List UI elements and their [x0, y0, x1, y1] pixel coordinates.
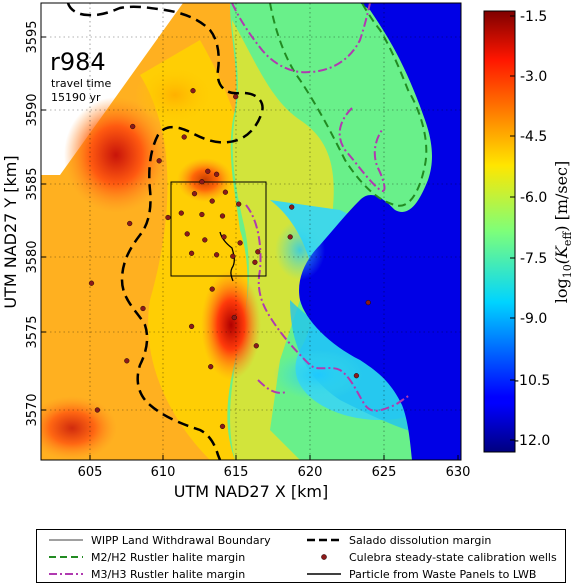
calibration-well — [221, 234, 227, 240]
calibration-well — [289, 204, 295, 210]
calibration-well — [209, 198, 215, 204]
calibration-well — [231, 314, 237, 321]
calibration-well — [236, 201, 242, 207]
calibration-well — [140, 305, 146, 312]
travel-time-label: travel time — [51, 77, 111, 90]
legend-item-wipp-boundary: WIPP Land Withdrawal Boundary — [49, 531, 271, 549]
legend-label: WIPP Land Withdrawal Boundary — [91, 533, 271, 547]
calibration-well — [230, 253, 236, 259]
calibration-well — [130, 123, 136, 130]
y-tick-label: 3585 — [25, 167, 40, 200]
colorbar-tick: -1.5 — [520, 9, 547, 25]
calibration-well — [219, 423, 226, 430]
calibration-well — [190, 88, 196, 94]
calibration-well — [214, 171, 220, 177]
wipp-land-withdrawal-boundary — [170, 181, 267, 277]
calibration-well — [253, 343, 259, 349]
colorbar-title: log10(Keff) [m/sec] — [552, 161, 574, 304]
y-tick-label: 3590 — [25, 93, 40, 126]
calibration-well — [199, 211, 205, 218]
legend-label: M3/H3 Rustler halite margin — [91, 567, 246, 581]
calibration-well — [199, 179, 205, 185]
x-tick-label: 610 — [151, 465, 176, 480]
legend-item-salado-margin: Salado dissolution margin — [307, 531, 491, 549]
y-tick-label: 3575 — [25, 315, 40, 348]
thin-line-symbol — [49, 534, 83, 546]
colorbar: -1.5 -3.0 -4.5 -6.0 -7.5 -9.0 -10.5 -12.… — [483, 9, 574, 453]
calibration-well — [184, 231, 190, 237]
colorbar-tick: -7.5 — [520, 251, 547, 267]
calibration-well — [127, 220, 133, 227]
calibration-well — [94, 407, 101, 413]
run-label: r984 — [50, 48, 106, 76]
plot-frame — [40, 2, 462, 461]
colorbar-tick: -10.5 — [514, 373, 550, 389]
travel-time-value: 15190 yr — [51, 91, 101, 104]
y-axis-title: UTM NAD27 Y [km] — [1, 155, 20, 308]
legend-label: Culebra steady-state calibration wells — [349, 550, 557, 564]
conductivity-field — [41, 3, 461, 460]
colorbar-tick: -4.5 — [520, 129, 547, 145]
green-dashed-symbol — [49, 551, 83, 563]
x-tick-label: 620 — [298, 465, 323, 480]
x-tick-label: 605 — [78, 465, 103, 480]
calibration-well — [191, 191, 198, 197]
x-tick-label: 630 — [446, 465, 471, 480]
calibration-well — [222, 189, 229, 195]
calibration-well — [219, 213, 226, 219]
calibration-well — [252, 259, 258, 265]
calibration-well — [189, 250, 195, 256]
legend-item-m3-h3-margin: M3/H3 Rustler halite margin — [49, 565, 245, 583]
calibration-well — [156, 158, 162, 164]
calibration-well — [124, 358, 130, 364]
calibration-well — [88, 280, 95, 286]
calibration-well — [233, 94, 239, 100]
x-tick-label: 615 — [224, 465, 249, 480]
colorbar-tick: -12.0 — [514, 433, 550, 449]
calibration-well — [205, 168, 211, 174]
y-tick-label: 3580 — [25, 240, 40, 273]
colorbar-tick: -3.0 — [520, 69, 547, 85]
calibration-well — [202, 237, 208, 243]
legend-item-calibration-wells: Culebra steady-state calibration wells — [307, 548, 557, 566]
calibration-well — [178, 210, 184, 216]
calibration-well — [165, 214, 171, 221]
colorbar-gradient — [483, 10, 516, 453]
y-tick-label: 3570 — [25, 393, 40, 426]
dashed-line-symbol — [307, 534, 341, 546]
calibration-well — [208, 364, 214, 370]
calibration-well — [181, 134, 187, 140]
salado-dissolution-margin — [66, 3, 264, 460]
calibration-well — [365, 300, 371, 306]
calibration-well — [353, 373, 360, 379]
calibration-well — [255, 249, 261, 255]
y-tick-label: 3595 — [25, 20, 40, 53]
x-axis-title: UTM NAD27 X [km] — [174, 482, 328, 501]
calibration-well — [287, 234, 293, 240]
purple-dashdot-symbol — [49, 568, 83, 580]
calibration-well — [209, 286, 215, 292]
colorbar-tick: -6.0 — [520, 190, 547, 206]
x-axis: 605 610 615 620 625 630 UTM NAD27 X [km] — [78, 455, 471, 501]
y-axis: 3570 3575 3580 3585 3590 3595 UTM NAD27 … — [1, 20, 46, 427]
well-dot-symbol — [307, 551, 341, 563]
x-tick-label: 625 — [372, 465, 397, 480]
calibration-well — [237, 240, 243, 246]
legend-label: Particle from Waste Panels to LWB — [349, 567, 537, 581]
calibration-well — [189, 323, 195, 330]
colorbar-tick: -9.0 — [520, 311, 547, 327]
legend: WIPP Land Withdrawal Boundary Salado dis… — [36, 529, 566, 583]
solid-line-symbol — [307, 568, 341, 580]
legend-item-m2-h2-margin: M2/H2 Rustler halite margin — [49, 548, 245, 566]
legend-label: M2/H2 Rustler halite margin — [91, 550, 246, 564]
calibration-wells — [88, 88, 371, 430]
calibration-well — [214, 252, 220, 258]
m2-h2-rustler-halite-margin — [269, 3, 428, 207]
legend-item-particle-track: Particle from Waste Panels to LWB — [307, 565, 536, 583]
legend-label: Salado dissolution margin — [349, 533, 492, 547]
